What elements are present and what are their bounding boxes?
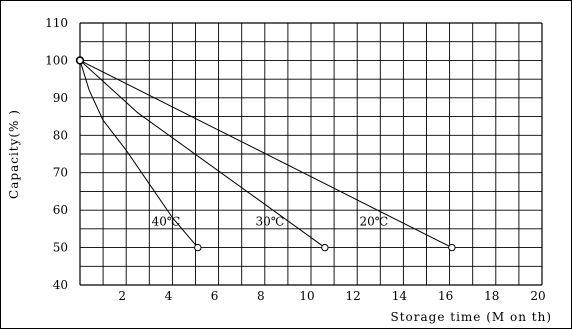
series-labels: 40℃ 30℃ 20℃ <box>152 214 389 228</box>
x-tick-label: 20 <box>530 289 545 303</box>
x-tick-label: 2 <box>118 289 126 303</box>
x-axis-ticks: 2 4 6 8 10 12 14 16 18 20 <box>118 289 545 303</box>
x-axis-label: Storage time (M on th) <box>391 310 553 324</box>
y-tick-label: 90 <box>53 91 68 105</box>
y-tick-label: 60 <box>53 203 68 217</box>
x-tick-label: 12 <box>346 289 361 303</box>
y-axis-ticks: 40 50 60 70 80 90 100 110 <box>45 16 68 292</box>
series-end-marker-0 <box>194 243 202 252</box>
x-tick-label: 8 <box>257 289 265 303</box>
series-start-marker <box>75 56 85 65</box>
series-end-marker-2 <box>448 243 456 252</box>
x-tick-label: 14 <box>392 289 408 303</box>
grid <box>79 22 543 286</box>
y-axis-label: Capacity(% ) <box>7 109 21 199</box>
series-line-0 <box>79 60 199 248</box>
series-lines <box>75 56 456 252</box>
y-tick-label: 100 <box>45 53 68 67</box>
x-tick-label: 18 <box>484 289 499 303</box>
y-tick-label: 110 <box>45 16 68 30</box>
x-tick-label: 4 <box>165 289 173 303</box>
y-tick-label: 80 <box>53 128 68 142</box>
series-label-2: 20℃ <box>360 214 389 228</box>
series-label-0: 40℃ <box>152 214 181 228</box>
x-tick-label: 6 <box>211 289 219 303</box>
y-tick-label: 50 <box>53 241 68 255</box>
y-tick-label: 40 <box>53 278 68 292</box>
x-tick-label: 10 <box>299 289 314 303</box>
series-end-marker-1 <box>321 243 329 252</box>
series-line-1 <box>79 60 326 248</box>
y-tick-label: 70 <box>53 166 68 180</box>
series-line-2 <box>79 59 453 249</box>
x-tick-label: 16 <box>438 289 453 303</box>
series-label-1: 30℃ <box>256 214 285 228</box>
